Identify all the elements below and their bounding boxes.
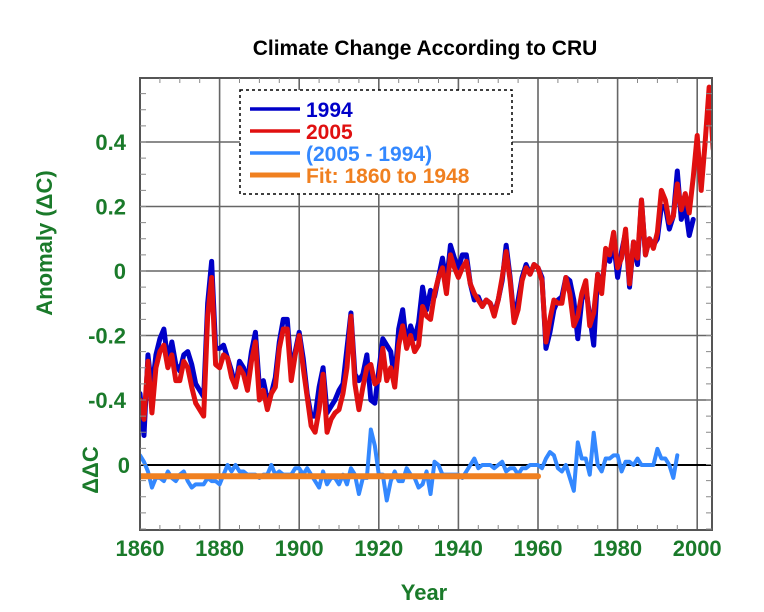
y-tick-label: -0.4 (88, 388, 127, 413)
y-tick-label: 0.2 (95, 195, 126, 220)
diff-axis-label: ΔΔC (78, 446, 103, 494)
series-2005-1994-line (140, 427, 680, 503)
x-tick-label: 1900 (275, 536, 324, 561)
legend-label: (2005 - 1994) (306, 143, 432, 166)
x-tick-label: 2000 (673, 536, 722, 561)
x-axis-label: Year (401, 580, 448, 605)
y-tick-label: 0.4 (95, 130, 126, 155)
y-axis-label: Anomaly (ΔC) (32, 170, 57, 315)
legend-label: Fit: 1860 to 1948 (306, 165, 470, 188)
chart-title: Climate Change According to CRU (253, 37, 598, 60)
x-tick-label: 1880 (195, 536, 244, 561)
y-tick-label: -0.2 (88, 324, 126, 349)
x-tick-label: 1860 (116, 536, 165, 561)
y-tick-label: 0 (114, 259, 126, 284)
x-tick-label: 1960 (514, 536, 563, 561)
axis-ticks: 1860 1880 1900 1920 1940 1960 1980 2000 0.4 0.2 0 -… (88, 78, 722, 561)
legend-label: 2005 (306, 121, 353, 144)
x-tick-label: 1940 (434, 536, 483, 561)
series-1994-line (140, 168, 696, 438)
x-tick-label: 1980 (593, 536, 642, 561)
x-tick-label: 1920 (354, 536, 403, 561)
plot-frame (139, 77, 713, 531)
series-2005-line (140, 84, 712, 435)
legend-label: 1994 (306, 99, 353, 122)
diff-tick-label: 0 (118, 453, 130, 478)
series-layer (140, 84, 712, 503)
